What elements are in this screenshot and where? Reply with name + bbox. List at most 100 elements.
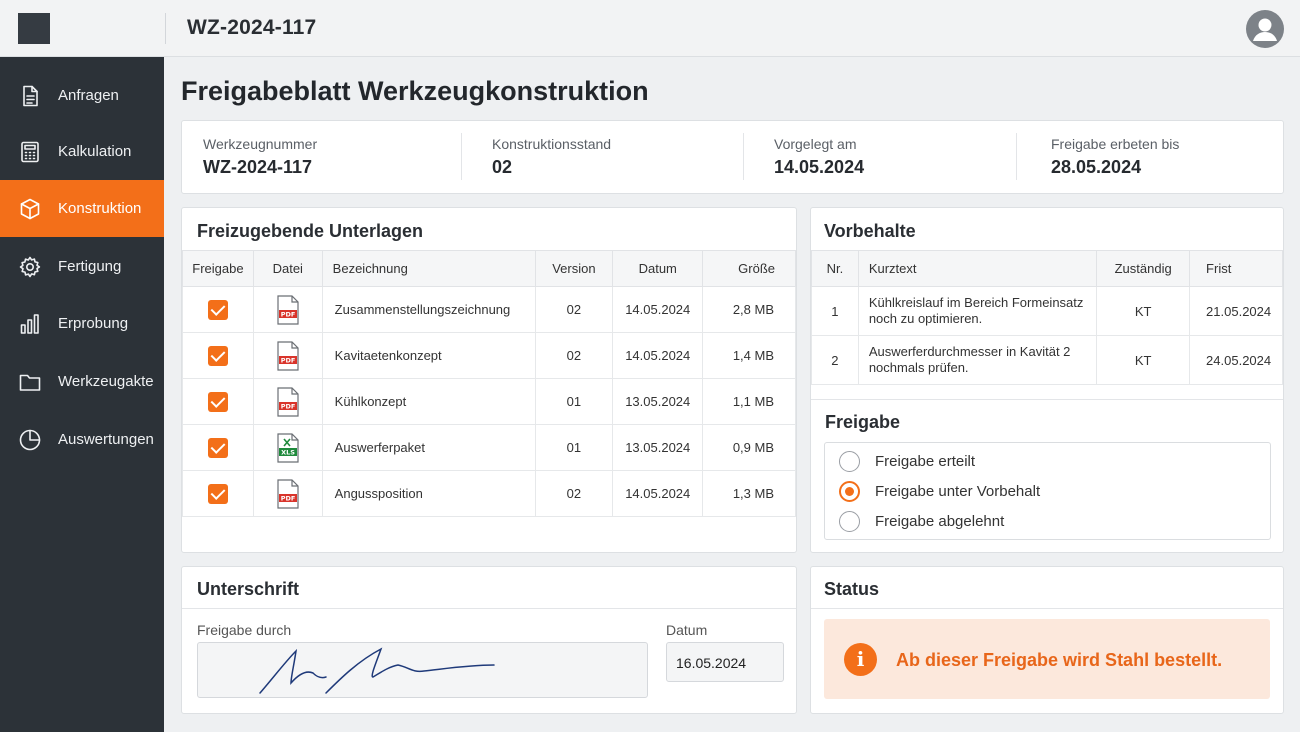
sidebar-item-erprobung[interactable]: Erprobung [0,295,164,352]
radio-rejected[interactable]: Freigabe abgelehnt [839,509,1004,533]
approval-cell [182,332,254,379]
status-message: Ab dieser Freigabe wird Stahl bestellt. [896,650,1223,670]
svg-text:PDF: PDF [280,402,295,410]
document-size: 1,3 MB [702,470,796,517]
radio-button[interactable] [839,510,860,532]
reservation-number: 2 [811,335,859,385]
pdf-file-icon[interactable]: PDF [277,386,299,417]
document-date: 14.05.2024 [612,470,704,517]
document-icon [18,84,42,108]
app-logo[interactable] [18,13,50,44]
column-header: Frist [1189,250,1283,287]
document-name: Zusammenstellungszeichnung [321,286,536,333]
user-avatar[interactable] [1246,10,1284,48]
radio-button[interactable] [839,480,860,502]
document-version: 01 [534,378,614,425]
status-title: Status [824,579,880,599]
sidebar-item-konstruktion[interactable]: Konstruktion [0,180,164,237]
column-header: Datei [252,250,323,287]
sidebar-item-anfragen[interactable]: Anfragen [0,67,164,124]
cube-icon [18,197,42,221]
sidebar-item-label: Kalkulation [58,143,132,160]
pdf-file-icon[interactable]: PDF [277,340,299,371]
xls-file-icon[interactable]: XLS [277,432,299,463]
pdf-file-icon[interactable]: PDF [277,478,299,509]
handwritten-signature [259,647,495,694]
table-header-row: Nr. Kurztext Zuständig Frist [811,250,1283,287]
document-date: 13.05.2024 [612,424,704,471]
file-cell: PDF [252,286,323,333]
column-header: Kurztext [857,250,1098,287]
approval-cell [182,378,254,425]
document-date: 14.05.2024 [612,332,704,379]
sidebar-item-kalkulation[interactable]: Kalkulation [0,123,164,180]
document-name: Kühlkonzept [321,378,536,425]
reservation-text: Auswerferdurchmesser in Kavität 2 nochma… [857,335,1098,385]
folder-icon [18,370,42,394]
radio-approved-with-reservation[interactable]: Freigabe unter Vorbehalt [839,479,1040,503]
info-label: Freigabe erbeten bis [1051,136,1180,152]
column-header: Datum [612,250,704,287]
approval-checkbox[interactable] [207,299,228,320]
user-icon [1253,18,1277,41]
signature-field[interactable] [197,642,648,698]
column-header: Bezeichnung [321,250,536,287]
radio-label: Freigabe abgelehnt [875,512,1005,530]
table-row: PDF Zusammenstellungszeichnung 02 14.05.… [182,286,796,333]
approval-checkbox[interactable] [207,437,228,458]
info-divider [743,133,744,180]
pdf-file-icon[interactable]: PDF [277,294,299,325]
info-icon: i [844,643,877,676]
page-title: Freigabeblatt Werkzeugkonstruktion [181,76,649,106]
documents-table: Freigabe Datei Bezeichnung Version Datum… [182,250,796,517]
column-header: Zuständig [1096,250,1191,287]
document-date: 14.05.2024 [612,286,704,333]
topbar-divider [165,13,166,44]
table-row: PDF Kavitaetenkonzept 02 14.05.2024 1,4 … [182,332,796,379]
reservation-owner: KT [1096,335,1191,385]
table-row: PDF Angussposition 02 14.05.2024 1,3 MB [182,470,796,517]
reservations-card: Vorbehalte Nr. Kurztext Zuständig Frist … [810,207,1284,553]
sidebar-item-label: Auswertungen [58,431,154,448]
signature-title: Unterschrift [197,579,300,599]
info-label: Konstruktionsstand [492,136,612,152]
info-divider [1016,133,1017,180]
document-size: 1,1 MB [702,378,796,425]
approval-checkbox[interactable] [207,483,228,504]
sidebar-item-label: Werkzeugakte [58,373,154,390]
table-row: XLS Auswerferpaket 01 13.05.2024 0,9 MB [182,424,796,471]
approval-cell [182,286,254,333]
info-divider [461,133,462,180]
document-version: 02 [534,286,614,333]
signature-card: Unterschrift Freigabe durch Datum 16.05.… [181,566,797,714]
table-row: 2 Auswerferdurchmesser in Kavität 2 noch… [811,335,1283,385]
file-cell: XLS [252,424,323,471]
reservation-owner: KT [1096,286,1191,336]
approval-checkbox[interactable] [207,345,228,366]
radio-button[interactable] [839,450,860,472]
file-cell: PDF [252,332,323,379]
sidebar-item-label: Konstruktion [58,200,142,217]
info-label: Vorgelegt am [774,136,857,152]
sidebar-item-fertigung[interactable]: Fertigung [0,238,164,295]
file-cell: PDF [252,378,323,425]
info-value: WZ-2024-117 [203,157,313,177]
pie-chart-icon [18,428,42,452]
date-field[interactable]: 16.05.2024 [666,642,784,682]
gear-icon [18,255,42,279]
approval-checkbox[interactable] [207,391,228,412]
radio-approved[interactable]: Freigabe erteilt [839,449,975,473]
reservation-deadline: 21.05.2024 [1189,286,1283,336]
section-divider [811,608,1283,609]
documents-card: Freizugebende Unterlagen Freigabe Datei … [181,207,797,553]
reservation-number: 1 [811,286,859,336]
section-divider [182,608,796,609]
sidebar-item-auswertungen[interactable]: Auswertungen [0,411,164,468]
reservations-table: Nr. Kurztext Zuständig Frist 1 Kühlkreis… [811,250,1283,385]
info-value: 28.05.2024 [1051,157,1142,177]
document-version: 02 [534,470,614,517]
document-version: 01 [534,424,614,471]
status-card: Status i Ab dieser Freigabe wird Stahl b… [810,566,1284,714]
column-header: Nr. [811,250,859,287]
sidebar-item-werkzeugakte[interactable]: Werkzeugakte [0,353,164,410]
